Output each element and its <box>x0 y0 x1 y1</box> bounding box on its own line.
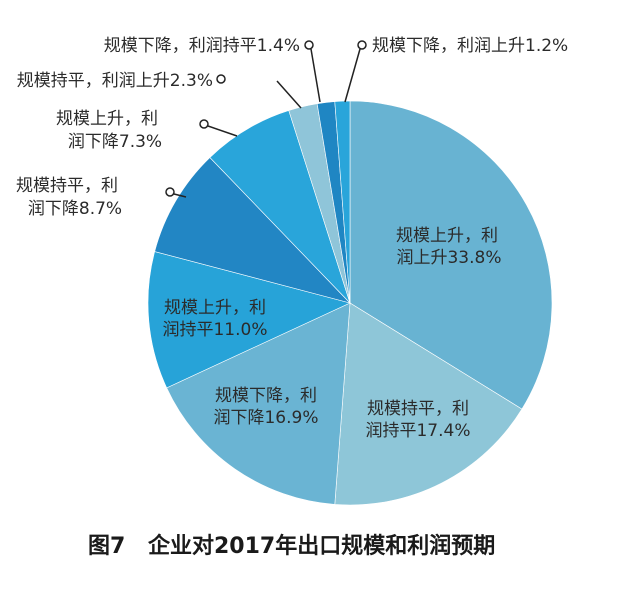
svg-text:规模持平，利: 规模持平，利 <box>367 399 469 419</box>
slice-label-33-8: 规模上升，利 润上升33.8% <box>396 226 502 268</box>
figure-caption: 图7 企业对2017年出口规模和利润预期 <box>88 533 495 559</box>
svg-text:润上升33.8%: 润上升33.8% <box>396 248 501 268</box>
svg-text:规模持平，利: 规模持平，利 <box>16 176 118 196</box>
pie-slice <box>166 302 351 505</box>
pie-slice <box>334 100 351 304</box>
callout-marker-icon <box>216 74 226 84</box>
callout-marker-icon <box>165 187 175 197</box>
svg-text:规模下降，利润持平1.4%: 规模下降，利润持平1.4% <box>104 36 300 56</box>
callout-marker-icon <box>199 119 209 129</box>
slice-label-17-4: 规模持平，利 润持平17.4% <box>365 399 470 441</box>
pie-slice <box>147 251 351 389</box>
svg-text:规模下降，利: 规模下降，利 <box>215 386 317 406</box>
svg-text:润下降16.9%: 润下降16.9% <box>213 408 318 428</box>
svg-text:润下降8.7%: 润下降8.7% <box>28 199 122 219</box>
svg-text:规模下降，利润上升1.2%: 规模下降，利润上升1.2% <box>372 36 568 56</box>
callout-7-3: 规模上升，利 润下降7.3% <box>56 109 238 152</box>
callout-1-4: 规模下降，利润持平1.4% <box>104 36 321 103</box>
figure-number: 图7 <box>88 534 125 559</box>
pie-slice <box>349 100 553 410</box>
slice-label-16-9: 规模下降，利 润下降16.9% <box>213 386 318 428</box>
svg-text:规模上升，利: 规模上升，利 <box>396 226 498 246</box>
slice-label-11-0: 规模上升，利 润持平11.0% <box>162 298 267 340</box>
callout-marker-icon <box>357 40 367 50</box>
pie-slice <box>334 302 523 506</box>
svg-text:规模持平，利润上升2.3%: 规模持平，利润上升2.3% <box>17 71 213 91</box>
callout-8-7: 规模持平，利 润下降8.7% <box>16 176 187 219</box>
svg-text:润持平17.4%: 润持平17.4% <box>365 421 470 441</box>
callout-2-3: 规模持平，利润上升2.3% <box>17 71 302 109</box>
callout-1-2: 规模下降，利润上升1.2% <box>344 36 568 103</box>
callout-marker-icon <box>304 40 314 50</box>
svg-text:规模上升，利: 规模上升，利 <box>56 109 158 129</box>
pie-slices <box>147 100 553 506</box>
pie-slice <box>154 157 351 304</box>
svg-text:润持平11.0%: 润持平11.0% <box>162 320 267 340</box>
figure-title: 企业对2017年出口规模和利润预期 <box>147 533 495 559</box>
svg-text:润下降7.3%: 润下降7.3% <box>68 132 162 152</box>
svg-text:规模上升，利: 规模上升，利 <box>164 298 266 318</box>
